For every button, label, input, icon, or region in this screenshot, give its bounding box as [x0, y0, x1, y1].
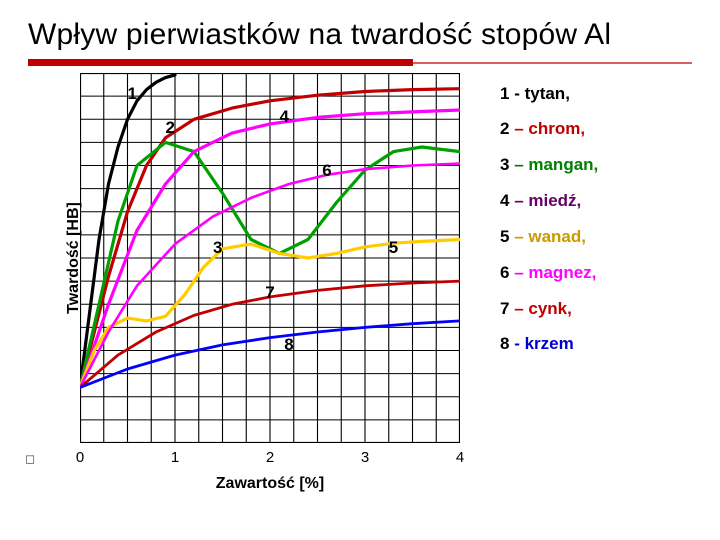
x-tick: 2: [266, 449, 274, 466]
legend-item: 4 – miedź,: [500, 192, 684, 210]
curve-label: 7: [265, 283, 274, 303]
legend-text: – mangan,: [514, 155, 598, 174]
x-axis-label: Zawartość [%]: [80, 475, 460, 493]
legend-item: 1 - tytan,: [500, 85, 684, 103]
chart-svg: [80, 73, 460, 443]
legend-text: – chrom,: [514, 119, 585, 138]
legend-num: 5: [500, 227, 514, 246]
legend-num: 2: [500, 119, 514, 138]
y-tick: 40: [0, 249, 72, 266]
legend-text: – magnez,: [514, 263, 596, 282]
slide-title: Wpływ pierwiastków na twardość stopów Al: [28, 18, 692, 53]
x-tick: 3: [361, 449, 369, 466]
legend-num: 6: [500, 263, 514, 282]
bullet-icon: □: [26, 451, 34, 466]
legend-text: - krzem: [514, 334, 574, 353]
legend-text: - tytan,: [514, 84, 570, 103]
title-underline: [28, 59, 692, 69]
legend-num: 4: [500, 191, 514, 210]
y-tick: 60: [0, 64, 72, 81]
legend-item: 2 – chrom,: [500, 120, 684, 138]
curve-label: 1: [128, 84, 137, 104]
legend-num: 7: [500, 299, 514, 318]
y-tick: 50: [0, 157, 72, 174]
curve-label: 2: [166, 118, 175, 138]
y-axis-label: Twardość [HB]: [65, 202, 83, 314]
x-tick: 0: [76, 449, 84, 466]
content-area: 2030405060 01234 Twardość [HB] Zawartość…: [28, 73, 692, 493]
x-tick: 1: [171, 449, 179, 466]
y-tick: 20: [0, 434, 72, 451]
slide: Wpływ pierwiastków na twardość stopów Al…: [0, 0, 720, 540]
title-block: Wpływ pierwiastków na twardość stopów Al: [28, 18, 692, 69]
legend-text: – miedź,: [514, 191, 581, 210]
curve-label: 6: [322, 161, 331, 181]
legend-item: 8 - krzem: [500, 335, 684, 353]
legend-item: 6 – magnez,: [500, 264, 684, 282]
curve-label: 5: [389, 238, 398, 258]
legend: 1 - tytan,2 – chrom,3 – mangan,4 – miedź…: [500, 85, 684, 372]
curve-label: 8: [284, 335, 293, 355]
chart: Twardość [HB] Zawartość [%] 12463578 □: [80, 73, 460, 443]
legend-text: – cynk,: [514, 299, 572, 318]
underline-thick: [28, 59, 413, 66]
legend-text: – wanad,: [514, 227, 586, 246]
legend-item: 5 – wanad,: [500, 228, 684, 246]
curve-label: 4: [280, 107, 289, 127]
legend-item: 3 – mangan,: [500, 156, 684, 174]
legend-num: 3: [500, 155, 514, 174]
curve-label: 3: [213, 238, 222, 258]
legend-item: 7 – cynk,: [500, 300, 684, 318]
legend-num: 8: [500, 334, 514, 353]
legend-num: 1: [500, 84, 514, 103]
x-tick: 4: [456, 449, 464, 466]
y-tick: 30: [0, 342, 72, 359]
